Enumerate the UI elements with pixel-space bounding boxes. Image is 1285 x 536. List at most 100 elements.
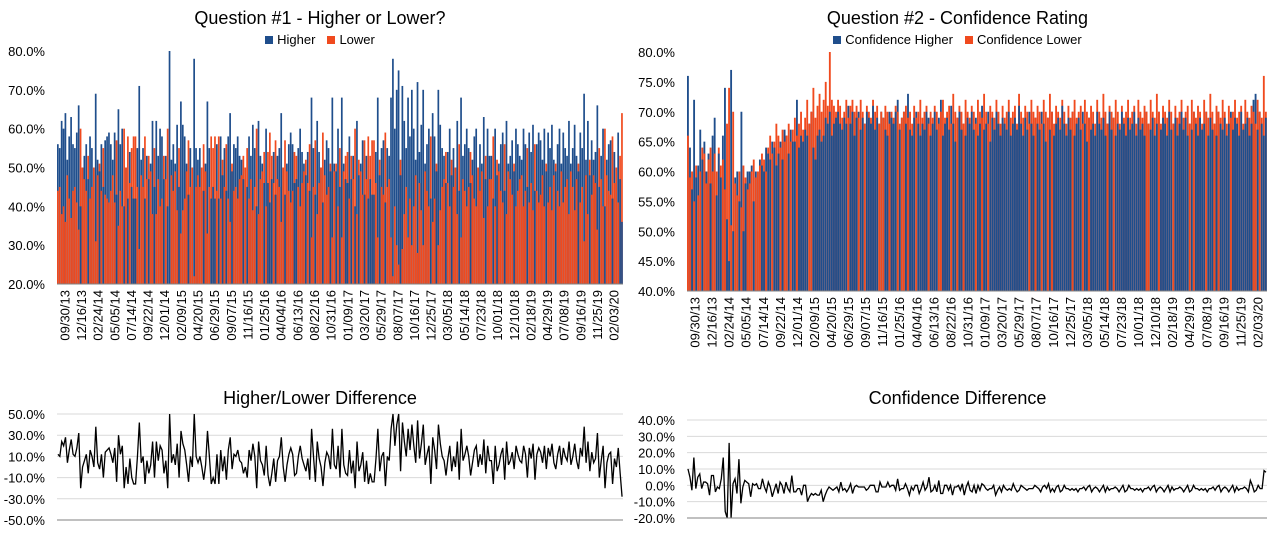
bar-series-b [583,241,585,284]
bar-series-b [431,221,434,284]
bar-series-b [359,171,362,284]
bar-series-a [437,89,440,284]
bar-series-a [1055,123,1058,291]
bar-series-a [1131,123,1134,291]
bar-series-a [1026,129,1029,291]
bar-series-a [724,87,726,291]
bar-series-a [884,129,887,291]
bar-series-b [956,117,959,291]
bar-series-a [1104,135,1107,291]
bar-series-a [1048,129,1051,291]
bar-series-b [310,237,313,284]
bar-series-b [448,206,451,284]
x-tick-label: 04/29/19 [1182,297,1197,348]
bar-series-a [1223,117,1226,291]
x-tick-label: 03/05/18 [1080,297,1095,348]
bar-series-a [316,120,319,285]
bar-series-a [545,171,548,284]
bar-series-b [320,167,322,284]
bar-series-a [403,120,406,285]
x-tick-label: 01/09/17 [340,290,355,341]
bar-series-a [1180,111,1183,291]
bar-series-a [445,183,447,284]
bar-series-a [429,198,432,284]
bar-series-b [1192,111,1195,291]
bar-series-b [100,190,103,284]
bar-series-b [558,206,561,284]
bar-series-b [365,179,368,284]
bar-series-a [787,153,790,291]
bar-series-a [1190,129,1193,291]
bar-series-b [136,186,139,284]
bar-series-b [301,183,303,284]
x-tick-label: 04/29/19 [540,290,555,341]
bar-series-a [231,171,233,284]
legend-swatch-confidence-lower [964,35,973,44]
bar-series-b [605,175,608,284]
bar-series-a [964,135,967,291]
bar-series-b [705,183,708,291]
bar-series-b [621,113,623,284]
bar-series-b [392,276,394,284]
bar-series-b [907,117,909,291]
bar-series-b [900,117,903,291]
bar-series-a [693,99,696,291]
bar-series-a [730,69,733,292]
y-tick-label: -20.0% [634,511,676,526]
bar-series-b [1088,117,1090,291]
bar-series-a [791,141,794,292]
x-tick-label: 04/20/15 [191,290,206,341]
bar-series-a [991,117,994,291]
bar-series-a [1143,135,1146,291]
bar-series-a [1120,111,1123,291]
bar-series-a [997,123,1000,291]
bar-series-b [505,214,508,284]
bar-series-a [777,153,780,291]
bar-series-a [1182,129,1185,291]
bar-series-a [329,171,332,284]
bar-series-a [909,129,911,291]
bar-series-b [180,233,182,284]
x-tick-label: 10/31/16 [960,297,975,348]
bar-series-b [108,202,110,284]
bar-series-b [287,190,290,284]
x-tick-label: 09/30/13 [57,290,72,341]
bar-series-b [518,179,521,284]
legend-swatch-higher [265,35,274,44]
chart-q1-higher-lower: Question #1 - Higher or Lower? Higher Lo… [0,0,640,370]
bar-series-b [62,206,65,284]
bar-series-a [407,97,409,284]
chart-higher-lower-difference: Higher/Lower Difference -50.0% -30.0% -10.… [0,380,640,536]
bar-series-a [1005,129,1008,291]
bar-series-b [356,214,358,284]
bar-series-a [350,179,353,284]
bar-series-b [414,175,417,284]
bar-series-a [952,123,955,291]
bar-series-b [888,123,891,291]
bar-series-b [571,186,574,284]
x-tick-label: 05/29/17 [374,290,389,341]
bar-series-b [499,190,502,284]
bar-series-b [687,135,689,291]
bar-series-a [79,206,82,284]
bar-series-b [539,194,542,284]
bar-series-a [1096,111,1099,291]
bar-series-a [458,190,461,284]
bar-series-a [1016,129,1018,291]
y-tick-label: 10.0% [8,449,45,464]
bar-series-a [1137,117,1140,291]
x-tick-label: 07/14/14 [124,290,139,341]
x-tick-label: 11/25/19 [1233,297,1248,347]
bar-series-b [340,237,343,284]
bar-series-a [905,123,907,291]
bar-series-b [92,167,95,284]
bar-series-a [181,124,184,284]
bar-series-b [183,198,186,284]
bar-series-b [596,229,599,284]
bar-series-a [798,147,800,291]
bar-series-b [1205,111,1208,291]
x-tick-label: 09/16/19 [1216,297,1231,348]
bar-series-a [1170,129,1173,291]
bar-series-a [1079,129,1082,291]
bar-series-b [617,202,620,284]
